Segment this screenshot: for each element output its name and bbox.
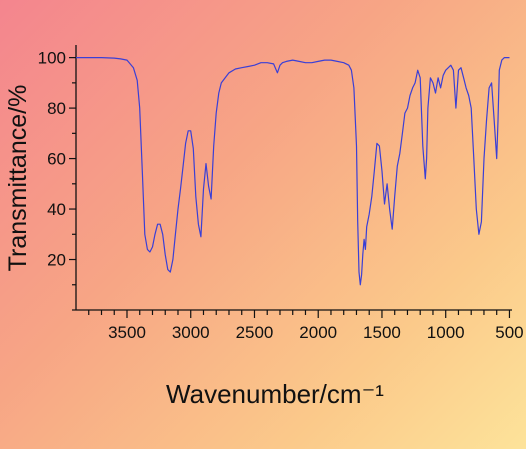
x-ticks: 3500 3000 2500 2000 1500 1000 500 — [88, 310, 524, 342]
x-tick-label: 500 — [495, 323, 523, 342]
axes: 20 40 60 80 100 3500 3000 2500 2000 1500 1000 500 — [38, 45, 524, 342]
spectrum-line — [76, 57, 510, 286]
x-tick-label: 1000 — [427, 323, 465, 342]
x-tick-label: 1500 — [363, 323, 401, 342]
y-axis-title: Transmittance/% — [4, 85, 32, 272]
x-tick-label: 2000 — [299, 323, 337, 342]
y-tick-label: 100 — [38, 49, 66, 68]
y-tick-label: 20 — [47, 251, 66, 270]
y-tick-label: 40 — [47, 200, 66, 219]
x-tick-label: 3000 — [172, 323, 210, 342]
y-tick-label: 60 — [47, 150, 66, 169]
y-tick-label: 80 — [47, 99, 66, 118]
x-tick-label: 2500 — [236, 323, 274, 342]
y-ticks: 20 40 60 80 100 — [38, 49, 76, 311]
x-axis-title: Wavenumber/cm⁻¹ — [166, 379, 384, 409]
x-tick-label: 3500 — [108, 323, 146, 342]
